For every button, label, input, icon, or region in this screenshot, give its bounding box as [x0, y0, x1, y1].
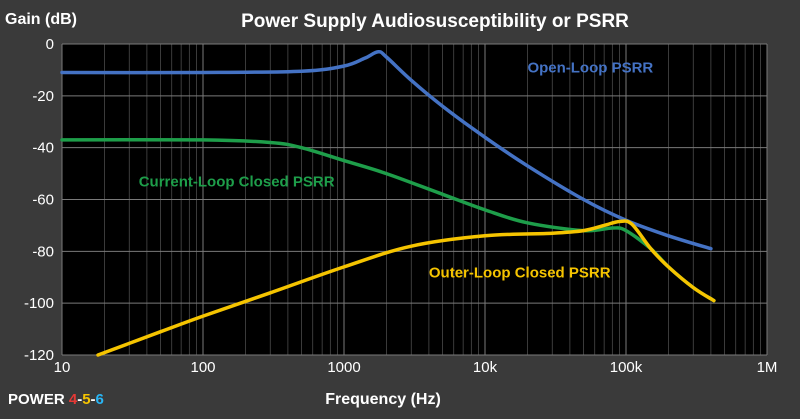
x-tick-label: 1000 — [327, 359, 360, 376]
y-tick-label: -120 — [24, 347, 54, 364]
chart-title: Power Supply Audiosusceptibility or PSRR — [241, 11, 629, 32]
open-loop-psrr-curve — [60, 50, 713, 251]
x-axis-label: Frequency (Hz) — [325, 391, 441, 408]
y-tick-label: -100 — [24, 295, 54, 312]
brand-sep-1: - — [77, 391, 82, 408]
brand-sep-2: - — [91, 391, 96, 408]
curve-label: Open-Loop PSRR — [527, 60, 653, 77]
y-tick-label: -40 — [32, 140, 54, 157]
x-tick-label: 1M — [757, 359, 778, 376]
brand-prefix: POWER — [8, 391, 69, 408]
x-tick-label: 10 — [54, 359, 71, 376]
y-tick-label: -60 — [32, 192, 54, 209]
curve-label: Current-Loop Closed PSRR — [139, 174, 335, 191]
curve-label: Outer-Loop Closed PSRR — [429, 264, 611, 281]
x-tick-label: 10k — [473, 359, 498, 376]
x-tick-label: 100k — [610, 359, 643, 376]
y-axis-label: Gain (dB) — [5, 11, 77, 28]
grid-lines — [61, 43, 768, 356]
curve-labels: Open-Loop PSRR Current-Loop Closed PSRR Ou… — [139, 60, 654, 282]
outer-loop-closed-psrr-curve — [96, 219, 716, 357]
y-tick-label: 0 — [46, 36, 54, 53]
y-tick-label: -80 — [32, 243, 54, 260]
y-tick-label: -20 — [32, 88, 54, 105]
brand-digit-1: 4 — [69, 391, 78, 408]
brand-digit-2: 5 — [82, 391, 90, 408]
curves — [60, 50, 716, 357]
brand-logo: POWER 4-5-6 — [8, 391, 104, 408]
brand-digit-3: 6 — [96, 391, 104, 408]
x-tick-label: 100 — [190, 359, 215, 376]
